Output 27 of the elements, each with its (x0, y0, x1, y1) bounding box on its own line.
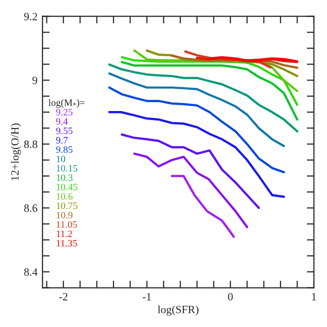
text: 11.05 (56, 221, 77, 228)
text: 10.15 (56, 165, 78, 172)
y-tick-label: 8.8 (24, 140, 38, 148)
text: 9.7 (56, 136, 68, 144)
text: 10.9 (56, 212, 72, 218)
text: 9.55 (56, 128, 72, 134)
text: 9.85 (56, 146, 72, 153)
y-tick-label: 8.4 (24, 268, 38, 276)
x-tick-label: -2 (59, 292, 68, 300)
text: 9.4 (56, 118, 68, 125)
text: 11.35 (56, 240, 77, 247)
y-tick-label: 9 (32, 76, 38, 84)
legend-title: log(M$_{*}$)= (48, 99, 85, 108)
text: 11.2 (56, 230, 72, 238)
y-axis-title: 12+log(O/H) (10, 123, 21, 180)
y-tick-label: 9.2 (24, 12, 38, 20)
text: 10.45 (56, 184, 78, 190)
text: 10.3 (56, 174, 72, 181)
y-tick-label: 8.6 (24, 204, 38, 212)
x-axis-title: log(SFR) (158, 305, 198, 316)
text: 10 (56, 156, 66, 162)
text: 10.6 (56, 193, 73, 200)
x-tick-label: 1 (312, 292, 316, 300)
text: 9.25 (56, 108, 72, 116)
x-tick-label: 0 (228, 292, 233, 300)
text: 10.75 (56, 202, 78, 210)
x-tick-label: -1 (142, 292, 151, 300)
